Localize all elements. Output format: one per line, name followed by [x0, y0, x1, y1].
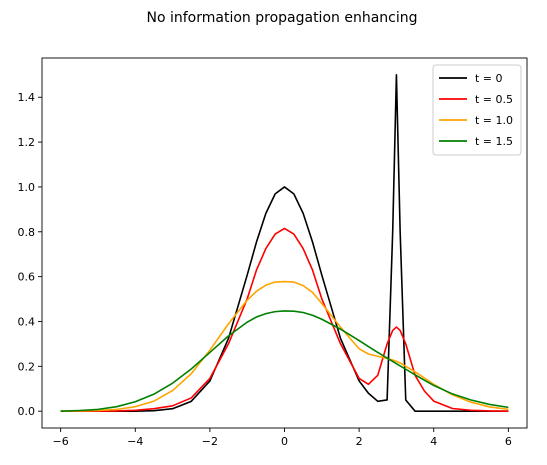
y-tick-label: 0.6 [18, 271, 36, 284]
series-line-2 [60, 280, 509, 412]
series-line-0 [60, 74, 509, 412]
y-tick-label: 1.4 [18, 91, 36, 104]
y-tick-label: 1.0 [18, 181, 36, 194]
legend-label-2: t = 1.0 [475, 114, 513, 127]
chart-title: No information propagation enhancing [147, 10, 418, 26]
plot-area: −6 −4 −2 0 2 4 6 0.0 0.2 0.4 0.6 0.8 1.0 1.2 1.4 t = 0 t… [18, 57, 528, 448]
x-tick-label: −4 [127, 435, 143, 448]
x-tick-label: 0 [281, 435, 288, 448]
x-tick-label: 2 [356, 435, 363, 448]
legend-label-3: t = 1.5 [475, 135, 513, 148]
x-tick-label: −2 [202, 435, 218, 448]
y-tick-label: 1.2 [18, 136, 36, 149]
x-tick-label: 6 [505, 435, 512, 448]
legend-label-0: t = 0 [475, 72, 503, 85]
y-tick-label: 0.2 [18, 360, 36, 373]
series-line-3 [60, 310, 509, 412]
y-tick-label: 0.8 [18, 226, 36, 239]
x-tick-label: 4 [430, 435, 437, 448]
x-tick-label: −6 [53, 435, 69, 448]
legend-label-1: t = 0.5 [475, 93, 513, 106]
y-tick-label: 0.4 [18, 315, 36, 328]
y-tick-label: 0.0 [18, 405, 36, 418]
series-line-1 [60, 227, 509, 412]
legend-box [432, 64, 522, 156]
